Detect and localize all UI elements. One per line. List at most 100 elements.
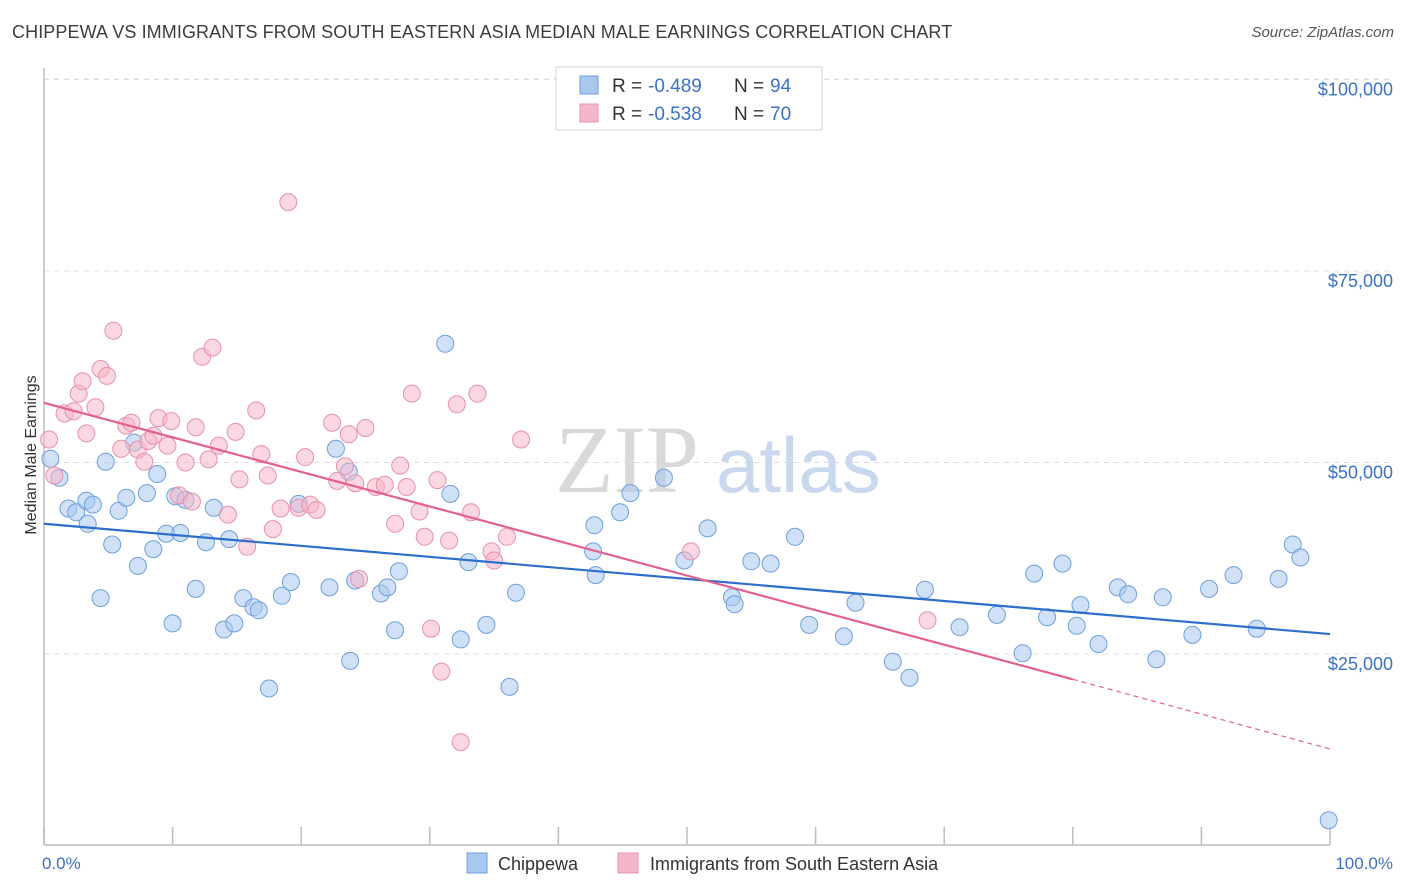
data-point	[846, 593, 865, 612]
data-point	[203, 338, 222, 357]
data-point	[498, 527, 516, 546]
data-point	[335, 457, 354, 476]
data-point	[339, 425, 358, 444]
data-point	[350, 569, 369, 588]
watermark-atlas: atlas	[716, 421, 881, 509]
legend-swatch-chippewa-bottom	[466, 852, 488, 874]
data-point	[296, 448, 315, 467]
data-point	[761, 554, 780, 573]
legend-r-value-2: -0.538	[648, 104, 702, 125]
y-axis-label: Median Male Earnings	[23, 375, 40, 534]
data-point	[698, 519, 717, 538]
data-point	[1071, 596, 1090, 614]
data-point	[117, 488, 136, 507]
data-point	[41, 449, 60, 468]
data-point	[281, 573, 300, 591]
data-point	[375, 475, 394, 494]
data-point	[1319, 811, 1338, 830]
y-tick-label: $25,000	[1328, 654, 1393, 674]
data-point	[834, 627, 853, 646]
data-point	[585, 516, 604, 535]
data-point	[391, 456, 410, 475]
data-point	[144, 540, 163, 559]
x-tick-label-max: 100.0%	[1335, 854, 1393, 873]
data-point	[1025, 564, 1044, 583]
data-point	[397, 478, 416, 496]
data-point	[91, 589, 110, 608]
data-point	[162, 412, 181, 431]
grid-lines	[44, 78, 1394, 655]
data-point	[415, 527, 434, 546]
legend-swatch-chippewa	[579, 75, 599, 95]
data-point	[477, 615, 496, 634]
data-point	[447, 395, 466, 414]
data-point	[182, 492, 201, 511]
data-point	[96, 452, 115, 471]
legend-swatch-immigrants-bottom	[617, 852, 639, 874]
data-point	[271, 499, 290, 518]
trend-line-chippewa	[43, 522, 1331, 636]
data-point	[987, 605, 1006, 624]
data-point	[441, 484, 460, 503]
data-point	[137, 484, 156, 503]
data-point	[440, 531, 459, 550]
data-point	[386, 514, 405, 533]
data-point	[263, 520, 282, 539]
data-point	[1224, 566, 1243, 585]
data-point	[77, 424, 96, 443]
data-point	[320, 578, 339, 597]
data-point	[422, 619, 441, 638]
trend-lines	[43, 401, 1331, 750]
legend-swatch-immigrants	[579, 103, 599, 123]
data-point	[247, 401, 266, 420]
data-point	[389, 562, 408, 581]
x-tick-labels: 0.0% 100.0%	[42, 854, 1393, 873]
data-point	[883, 652, 902, 671]
legend-n-value-1: 94	[770, 76, 792, 97]
y-tick-labels: $25,000 $50,000 $75,000 $100,000	[1318, 80, 1393, 675]
data-point	[83, 495, 102, 514]
data-points	[40, 193, 1338, 830]
data-point	[654, 468, 673, 487]
data-point	[186, 579, 205, 598]
data-point	[1089, 635, 1108, 653]
data-point	[356, 419, 375, 437]
data-point	[800, 615, 819, 634]
data-point	[98, 366, 116, 385]
data-point	[1013, 644, 1032, 663]
data-point	[163, 614, 182, 633]
data-point	[1038, 608, 1057, 627]
data-point	[103, 535, 122, 554]
data-point	[186, 418, 205, 437]
data-point	[500, 677, 519, 696]
data-point	[900, 668, 919, 687]
data-point	[742, 552, 761, 571]
y-tick-label: $50,000	[1328, 463, 1393, 483]
data-point	[451, 630, 470, 649]
legend-label-immigrants: Immigrants from South Eastern Asia	[650, 854, 939, 874]
data-point	[918, 611, 937, 630]
legend-n-label-2: N =	[734, 104, 764, 125]
data-point	[402, 384, 421, 403]
data-point	[252, 445, 271, 464]
data-point	[621, 484, 640, 503]
legend-r-label-1: R =	[612, 76, 642, 97]
correlation-legend: R = -0.489 N = 94 R = -0.538 N = 70	[555, 66, 823, 131]
data-point	[104, 321, 123, 340]
data-point	[1291, 548, 1310, 567]
data-point	[176, 453, 195, 472]
legend-box	[555, 66, 823, 131]
data-point	[1147, 650, 1166, 669]
data-point	[950, 618, 969, 637]
trend-line-immigrants	[43, 401, 1074, 681]
data-point	[249, 601, 268, 620]
source-label: Source: ZipAtlas.com	[1251, 24, 1394, 41]
data-point	[428, 471, 447, 490]
legend-label-chippewa: Chippewa	[498, 854, 579, 874]
data-point	[67, 503, 86, 522]
data-point	[1183, 625, 1202, 644]
data-point	[915, 580, 934, 599]
data-point	[78, 514, 97, 533]
data-point	[725, 595, 744, 614]
data-point	[512, 430, 531, 449]
